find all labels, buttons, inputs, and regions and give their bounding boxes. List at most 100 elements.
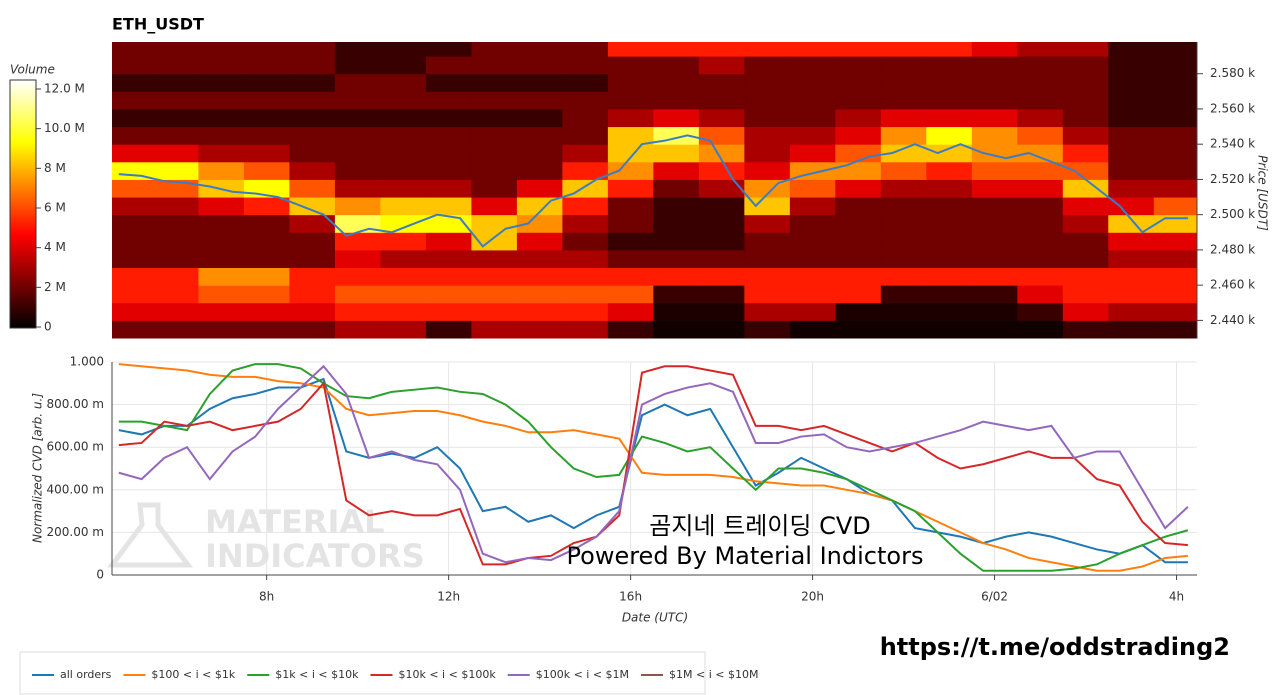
heatmap-cell bbox=[1153, 73, 1198, 92]
heatmap-cell bbox=[471, 108, 518, 128]
x-tick-label: 6/02 bbox=[981, 590, 1008, 604]
heatmap-cell bbox=[516, 56, 563, 75]
heatmap-cell bbox=[516, 108, 563, 128]
heatmap-cell bbox=[516, 126, 563, 145]
heatmap-cell bbox=[971, 144, 1018, 163]
colorbar-title: Volume bbox=[10, 63, 55, 77]
heatmap-cell bbox=[334, 267, 381, 286]
heatmap-cell bbox=[744, 232, 791, 251]
url: https://t.me/oddstrading2 bbox=[880, 633, 1230, 661]
heatmap-cell bbox=[971, 73, 1018, 92]
heatmap-cell bbox=[744, 161, 791, 180]
colorbar-tick-label: 6 M bbox=[44, 201, 66, 215]
heatmap-cell bbox=[516, 249, 563, 269]
heatmap-cell bbox=[112, 285, 154, 304]
heatmap-cell bbox=[380, 144, 427, 163]
heatmap-cell bbox=[1153, 320, 1198, 339]
heatmap-cell bbox=[607, 197, 654, 216]
heatmap-cell bbox=[1108, 56, 1155, 75]
heatmap-cell bbox=[880, 249, 927, 269]
heatmap-cell bbox=[880, 144, 927, 163]
heatmap-cell bbox=[926, 214, 973, 233]
heatmap-cell bbox=[112, 108, 154, 128]
heatmap-cell bbox=[926, 126, 973, 145]
heatmap-cell bbox=[1062, 320, 1109, 339]
heatmap-cell bbox=[152, 214, 199, 233]
heatmap-cell bbox=[380, 42, 427, 57]
heatmap-cell bbox=[835, 73, 882, 92]
heatmap-cell bbox=[744, 108, 791, 128]
chart-title: ETH_USDT bbox=[112, 15, 204, 34]
heatmap-cell bbox=[880, 179, 927, 198]
cvd-line bbox=[118, 363, 1188, 572]
heatmap-cell bbox=[880, 56, 927, 75]
heatmap-cell bbox=[198, 161, 245, 180]
heatmap-cell bbox=[289, 42, 336, 57]
heatmap-cell bbox=[516, 42, 563, 57]
heatmap-cell bbox=[243, 197, 290, 216]
heatmap-cell bbox=[789, 285, 836, 304]
heatmap-cell bbox=[152, 232, 199, 251]
heatmap-cell bbox=[380, 56, 427, 75]
heatmap-cell bbox=[243, 267, 290, 286]
heatmap-cell bbox=[471, 320, 518, 339]
y-tick-label: 800.00 m bbox=[47, 397, 105, 411]
cvd-line bbox=[118, 365, 1188, 566]
heatmap-cell bbox=[562, 197, 609, 216]
heatmap-cell bbox=[1108, 197, 1155, 216]
heatmap-cell bbox=[1017, 126, 1064, 145]
colorbar-tick-label: 4 M bbox=[44, 240, 66, 254]
heatmap-cell bbox=[471, 214, 518, 233]
heatmap-cell bbox=[744, 73, 791, 92]
heatmap-cell bbox=[1062, 267, 1109, 286]
heatmap-cell bbox=[971, 197, 1018, 216]
heatmap-cell bbox=[607, 126, 654, 145]
heatmap bbox=[112, 42, 1198, 339]
heatmap-cell bbox=[198, 42, 245, 57]
x-axis-title: Date (UTC) bbox=[622, 611, 688, 625]
heatmap-cell bbox=[516, 232, 563, 251]
y2-tick-label: 2.460 k bbox=[1210, 278, 1255, 292]
heatmap-cell bbox=[789, 249, 836, 269]
heatmap-cell bbox=[607, 161, 654, 180]
watermark-text: INDICATORS bbox=[205, 537, 425, 575]
heatmap-cell bbox=[380, 249, 427, 269]
heatmap-cell bbox=[926, 42, 973, 57]
heatmap-cell bbox=[380, 108, 427, 128]
heatmap-cell bbox=[653, 108, 700, 128]
heatmap-cell bbox=[835, 302, 882, 321]
heatmap-cell bbox=[880, 197, 927, 216]
heatmap-cell bbox=[971, 285, 1018, 304]
heatmap-cell bbox=[425, 197, 472, 216]
heatmap-cell bbox=[744, 320, 791, 339]
heatmap-cell bbox=[562, 249, 609, 269]
heatmap-cell bbox=[607, 285, 654, 304]
heatmap-cell bbox=[289, 179, 336, 198]
heatmap-cell bbox=[1017, 285, 1064, 304]
heatmap-cell bbox=[607, 232, 654, 251]
y2-tick-label: 2.540 k bbox=[1210, 137, 1255, 151]
heatmap-cell bbox=[198, 91, 245, 110]
heatmap-cell bbox=[789, 73, 836, 92]
heatmap-cell bbox=[562, 56, 609, 75]
heatmap-cell bbox=[152, 302, 199, 321]
heatmap-cell bbox=[516, 161, 563, 180]
heatmap-cell bbox=[334, 249, 381, 269]
colorbar-tick-label: 10.0 M bbox=[44, 121, 85, 135]
heatmap-cell bbox=[971, 179, 1018, 198]
heatmap-cell bbox=[380, 267, 427, 286]
heatmap-cell bbox=[1108, 73, 1155, 92]
heatmap-cell bbox=[1062, 126, 1109, 145]
heatmap-cell bbox=[1108, 108, 1155, 128]
heatmap-cell bbox=[152, 42, 199, 57]
heatmap-cell bbox=[152, 126, 199, 145]
heatmap-cell bbox=[471, 267, 518, 286]
heatmap-cell bbox=[112, 56, 154, 75]
heatmap-cell bbox=[198, 249, 245, 269]
heatmap-cell bbox=[334, 197, 381, 216]
y-tick-label: 400.00 m bbox=[47, 482, 105, 496]
heatmap-cell bbox=[243, 320, 290, 339]
heatmap-cell bbox=[880, 108, 927, 128]
y-tick-label: 200.00 m bbox=[47, 525, 105, 539]
watermark-text: MATERIAL bbox=[205, 503, 385, 541]
